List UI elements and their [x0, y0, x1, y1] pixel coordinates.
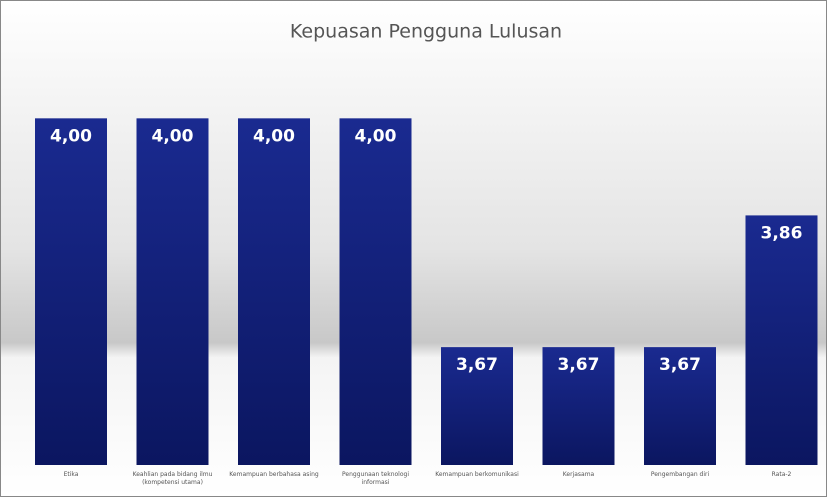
- data-label: 4,00: [253, 126, 295, 146]
- bar: [35, 118, 107, 465]
- bar: [339, 118, 412, 465]
- x-tick-label: Etika: [63, 471, 79, 478]
- bar: [745, 215, 818, 465]
- bar: [644, 347, 716, 465]
- x-tick-label: Kemampuan berbahasa asing: [229, 471, 319, 478]
- chart-title: Kepuasan Pengguna Lulusan: [290, 21, 562, 43]
- data-label: 4,00: [50, 126, 92, 146]
- data-label: 3,86: [761, 223, 803, 243]
- data-label: 3,67: [456, 355, 498, 375]
- x-tick-label: Kerjasama: [562, 471, 595, 478]
- bar: [238, 118, 310, 465]
- data-label: 3,67: [659, 355, 701, 375]
- x-tick-label: Kemampuan berkomunikasi: [435, 471, 519, 478]
- bar: [542, 347, 615, 465]
- data-label: 4,00: [152, 126, 194, 146]
- bar: [136, 118, 209, 465]
- x-tick-label: Penggunaan teknologi informasi: [342, 471, 409, 486]
- x-tick-label: Keahlian pada bidang ilmu (kompetensi ut…: [132, 471, 213, 486]
- x-tick-label: Pengembangan diri: [650, 471, 710, 478]
- bar: [441, 347, 513, 465]
- data-label: 3,67: [558, 355, 600, 375]
- data-label: 4,00: [355, 126, 397, 146]
- x-tick-label: Rata-2: [771, 471, 792, 478]
